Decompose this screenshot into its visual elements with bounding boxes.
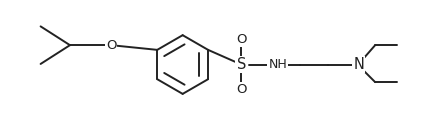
- Text: O: O: [106, 39, 116, 52]
- Text: NH: NH: [268, 58, 287, 71]
- Text: O: O: [236, 83, 247, 96]
- Text: N: N: [353, 57, 364, 72]
- Text: O: O: [236, 33, 247, 46]
- Text: S: S: [237, 57, 246, 72]
